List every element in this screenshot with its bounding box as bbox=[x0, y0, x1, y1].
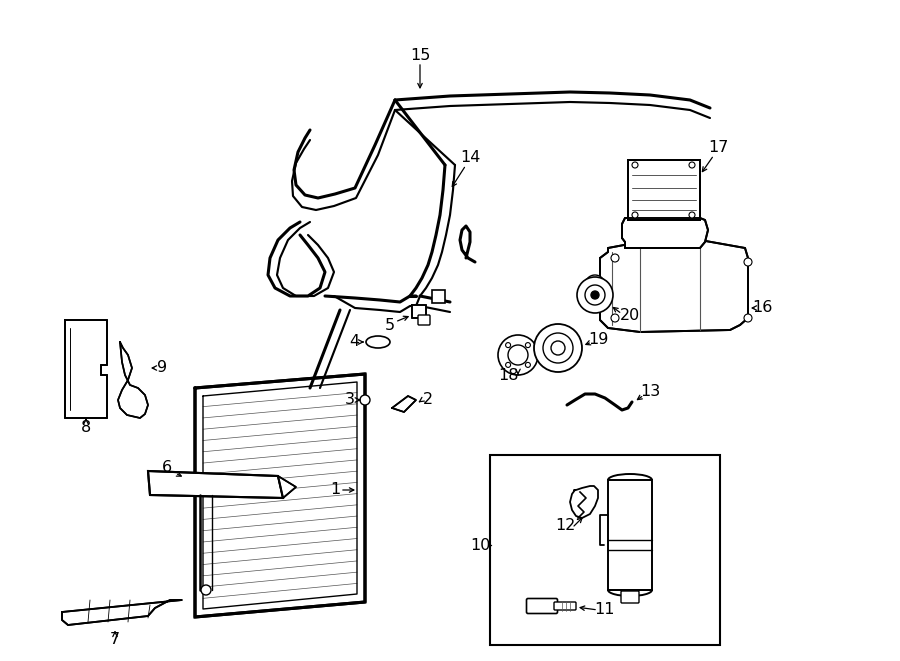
Text: 20: 20 bbox=[620, 309, 640, 323]
Bar bbox=[490, 455, 720, 645]
Circle shape bbox=[551, 341, 565, 355]
Polygon shape bbox=[600, 238, 748, 332]
Bar bbox=[608, 480, 652, 590]
Circle shape bbox=[543, 333, 573, 363]
Text: 4: 4 bbox=[349, 334, 359, 350]
Text: 15: 15 bbox=[410, 48, 430, 63]
Text: 16: 16 bbox=[752, 301, 772, 315]
Polygon shape bbox=[412, 305, 426, 318]
Text: 2: 2 bbox=[423, 393, 433, 407]
Polygon shape bbox=[628, 160, 700, 220]
Text: 14: 14 bbox=[460, 151, 481, 165]
FancyBboxPatch shape bbox=[418, 315, 430, 325]
Circle shape bbox=[632, 162, 638, 168]
FancyBboxPatch shape bbox=[554, 602, 576, 610]
Circle shape bbox=[360, 395, 370, 405]
Circle shape bbox=[201, 585, 211, 595]
Text: 9: 9 bbox=[157, 360, 167, 375]
Circle shape bbox=[498, 335, 538, 375]
Text: 10: 10 bbox=[470, 537, 490, 553]
Text: 17: 17 bbox=[707, 141, 728, 155]
Polygon shape bbox=[65, 320, 107, 418]
Polygon shape bbox=[432, 290, 445, 303]
Circle shape bbox=[534, 324, 582, 372]
Text: 1: 1 bbox=[330, 483, 340, 498]
Polygon shape bbox=[148, 471, 283, 498]
Circle shape bbox=[506, 342, 510, 348]
Circle shape bbox=[508, 345, 528, 365]
Circle shape bbox=[585, 285, 605, 305]
Circle shape bbox=[506, 362, 510, 368]
Text: 18: 18 bbox=[498, 368, 518, 383]
Circle shape bbox=[744, 258, 752, 266]
Ellipse shape bbox=[366, 336, 390, 348]
Polygon shape bbox=[118, 342, 148, 418]
Circle shape bbox=[632, 212, 638, 218]
Polygon shape bbox=[278, 476, 296, 498]
FancyBboxPatch shape bbox=[621, 591, 639, 603]
Circle shape bbox=[689, 162, 695, 168]
Text: 12: 12 bbox=[554, 518, 575, 533]
Circle shape bbox=[611, 254, 619, 262]
Text: 6: 6 bbox=[162, 459, 172, 475]
Text: 19: 19 bbox=[588, 332, 608, 348]
Polygon shape bbox=[622, 218, 708, 248]
Polygon shape bbox=[195, 374, 365, 617]
Text: 7: 7 bbox=[110, 633, 120, 648]
Text: 8: 8 bbox=[81, 420, 91, 436]
Circle shape bbox=[611, 314, 619, 322]
Circle shape bbox=[526, 362, 530, 368]
Circle shape bbox=[526, 342, 530, 348]
Text: 13: 13 bbox=[640, 385, 660, 399]
FancyBboxPatch shape bbox=[526, 598, 557, 613]
Circle shape bbox=[591, 291, 599, 299]
Circle shape bbox=[689, 212, 695, 218]
Text: 5: 5 bbox=[385, 317, 395, 332]
Text: 11: 11 bbox=[595, 602, 616, 617]
Circle shape bbox=[577, 277, 613, 313]
Polygon shape bbox=[62, 600, 182, 625]
Circle shape bbox=[744, 314, 752, 322]
Text: 3: 3 bbox=[345, 393, 355, 407]
Circle shape bbox=[585, 275, 605, 295]
Polygon shape bbox=[392, 396, 416, 412]
